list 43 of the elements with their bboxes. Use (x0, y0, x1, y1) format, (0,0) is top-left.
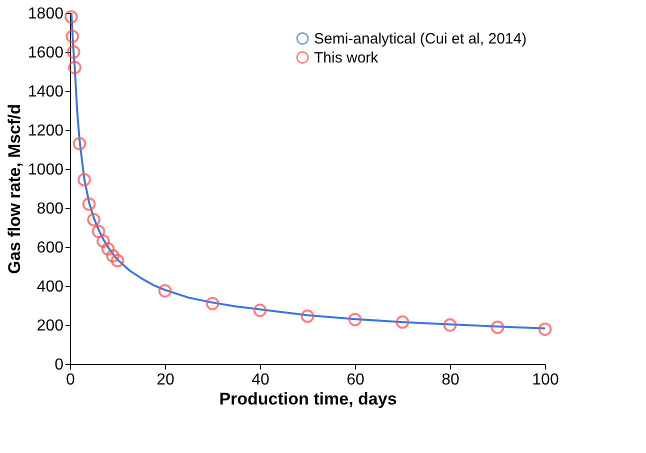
y-tick-label: 1600 (28, 44, 64, 62)
point (96, 234, 110, 248)
point (110, 254, 124, 268)
x-tick-label: 40 (252, 372, 270, 388)
point (396, 315, 410, 329)
y-tick-label: 1800 (28, 6, 64, 22)
y-tick-label: 200 (36, 318, 64, 334)
point (64, 10, 78, 24)
y-axis-title: Gas flow rate, Mscf/d (4, 104, 24, 274)
point (158, 284, 172, 298)
y-tick-label: 400 (36, 278, 64, 296)
point (92, 224, 106, 238)
point (87, 213, 100, 226)
x-tick-label: 80 (442, 372, 460, 388)
point (72, 136, 86, 150)
point (66, 45, 80, 59)
point (443, 318, 457, 332)
y-tick-label: 1400 (28, 84, 64, 100)
point (300, 310, 314, 323)
x-tick-label: 0 (66, 372, 76, 388)
point (490, 320, 504, 334)
point (106, 249, 120, 262)
point (253, 304, 267, 318)
legend-label: This work (314, 50, 379, 66)
x-tick-label: 100 (532, 372, 559, 388)
point (66, 30, 80, 44)
point (68, 60, 82, 74)
y-tick-label: 1000 (28, 162, 64, 178)
x-axis-title: Production time, days (219, 390, 397, 408)
y-tick-label: 0 (54, 356, 64, 374)
point (206, 296, 220, 310)
point (78, 173, 91, 186)
legend-label: Semi-analytical (Cui et al, 2014) (314, 30, 527, 48)
x-tick-label: 60 (346, 372, 364, 388)
y-tick-label: 1200 (28, 122, 64, 140)
y-tick-label: 600 (36, 240, 64, 256)
point (101, 242, 115, 256)
point (348, 312, 362, 326)
line-series (70, 12, 546, 330)
point (538, 322, 552, 336)
point (82, 197, 96, 211)
x-tick-label: 20 (156, 372, 174, 388)
y-tick-label: 800 (36, 200, 64, 218)
